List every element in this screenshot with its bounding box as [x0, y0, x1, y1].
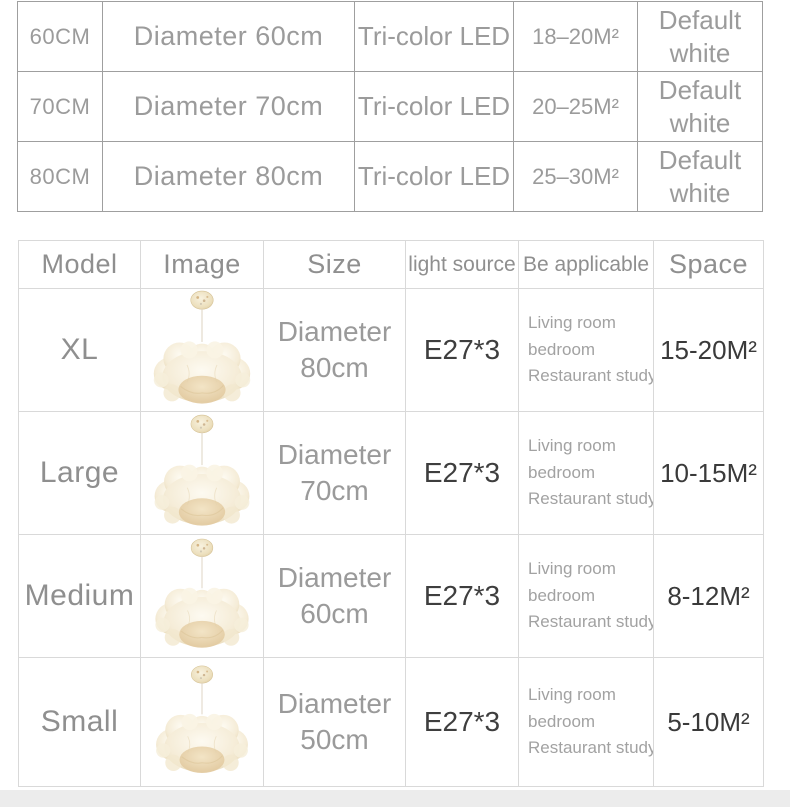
product-image-cell [140, 288, 264, 412]
header-applicable: Be applicable [518, 240, 654, 289]
model-name: Medium [18, 534, 141, 658]
table-row: 70CM Diameter 70cm Tri-color LED 20–25M²… [17, 71, 763, 142]
header-model: Model [18, 240, 141, 289]
variant-size: Diameter 60cm [102, 1, 355, 72]
light-source: E27*3 [405, 534, 519, 658]
variant-size: Diameter 80cm [102, 141, 355, 212]
applicable-rooms: Living room bedroom Restaurant study [518, 411, 654, 535]
model-spec-table: Model Image Size light source Be applica… [18, 240, 764, 787]
header-space: Space [653, 240, 764, 289]
variant-code: 70CM [17, 71, 103, 142]
variant-light: Tri-color LED [354, 1, 514, 72]
table-row: Small Diameter 50cm E27*3 Living room be… [18, 657, 764, 787]
light-source: E27*3 [405, 411, 519, 535]
space-range: 10-15M² [653, 411, 764, 535]
space-range: 5-10M² [653, 657, 764, 787]
table-header-row: Model Image Size light source Be applica… [18, 240, 764, 289]
header-size: Size [263, 240, 406, 289]
model-size: Diameter 60cm [263, 534, 406, 658]
variant-color: Default white [637, 1, 763, 72]
light-source: E27*3 [405, 657, 519, 787]
variant-light: Tri-color LED [354, 71, 514, 142]
applicable-rooms: Living room bedroom Restaurant study [518, 657, 654, 787]
applicable-rooms: Living room bedroom Restaurant study [518, 288, 654, 412]
variant-area: 20–25M² [513, 71, 638, 142]
model-name: Small [18, 657, 141, 787]
variant-size: Diameter 70cm [102, 71, 355, 142]
table-row: 60CM Diameter 60cm Tri-color LED 18–20M²… [17, 1, 763, 72]
variant-light: Tri-color LED [354, 141, 514, 212]
variant-color: Default white [637, 141, 763, 212]
variant-code: 80CM [17, 141, 103, 212]
page-bottom-strip [0, 790, 790, 807]
variant-area: 25–30M² [513, 141, 638, 212]
variant-code: 60CM [17, 1, 103, 72]
space-range: 15-20M² [653, 288, 764, 412]
product-image-cell [140, 534, 264, 658]
applicable-rooms: Living room bedroom Restaurant study [518, 534, 654, 658]
variant-spec-table: 60CM Diameter 60cm Tri-color LED 18–20M²… [17, 1, 763, 212]
header-image: Image [140, 240, 264, 289]
model-size: Diameter 50cm [263, 657, 406, 787]
feather-pendant-lamp-image [151, 663, 253, 781]
model-size: Diameter 80cm [263, 288, 406, 412]
product-image-cell [140, 657, 264, 787]
space-range: 8-12M² [653, 534, 764, 658]
feather-pendant-lamp-image [146, 414, 258, 532]
table-row: 80CM Diameter 80cm Tri-color LED 25–30M²… [17, 141, 763, 212]
model-name: XL [18, 288, 141, 412]
model-name: Large [18, 411, 141, 535]
variant-area: 18–20M² [513, 1, 638, 72]
model-size: Diameter 70cm [263, 411, 406, 535]
header-light-source: light source [405, 240, 519, 289]
table-row: XL Diameter 80cm E27*3 Living room bedro… [18, 288, 764, 412]
feather-pendant-lamp-image [149, 538, 255, 654]
table-row: Large Diameter 70cm E27*3 Living room be… [18, 411, 764, 535]
table-row: Medium Diameter 60cm E27*3 Living room b… [18, 534, 764, 658]
variant-color: Default white [637, 71, 763, 142]
light-source: E27*3 [405, 288, 519, 412]
product-image-cell [140, 411, 264, 535]
feather-pendant-lamp-image [144, 290, 260, 410]
